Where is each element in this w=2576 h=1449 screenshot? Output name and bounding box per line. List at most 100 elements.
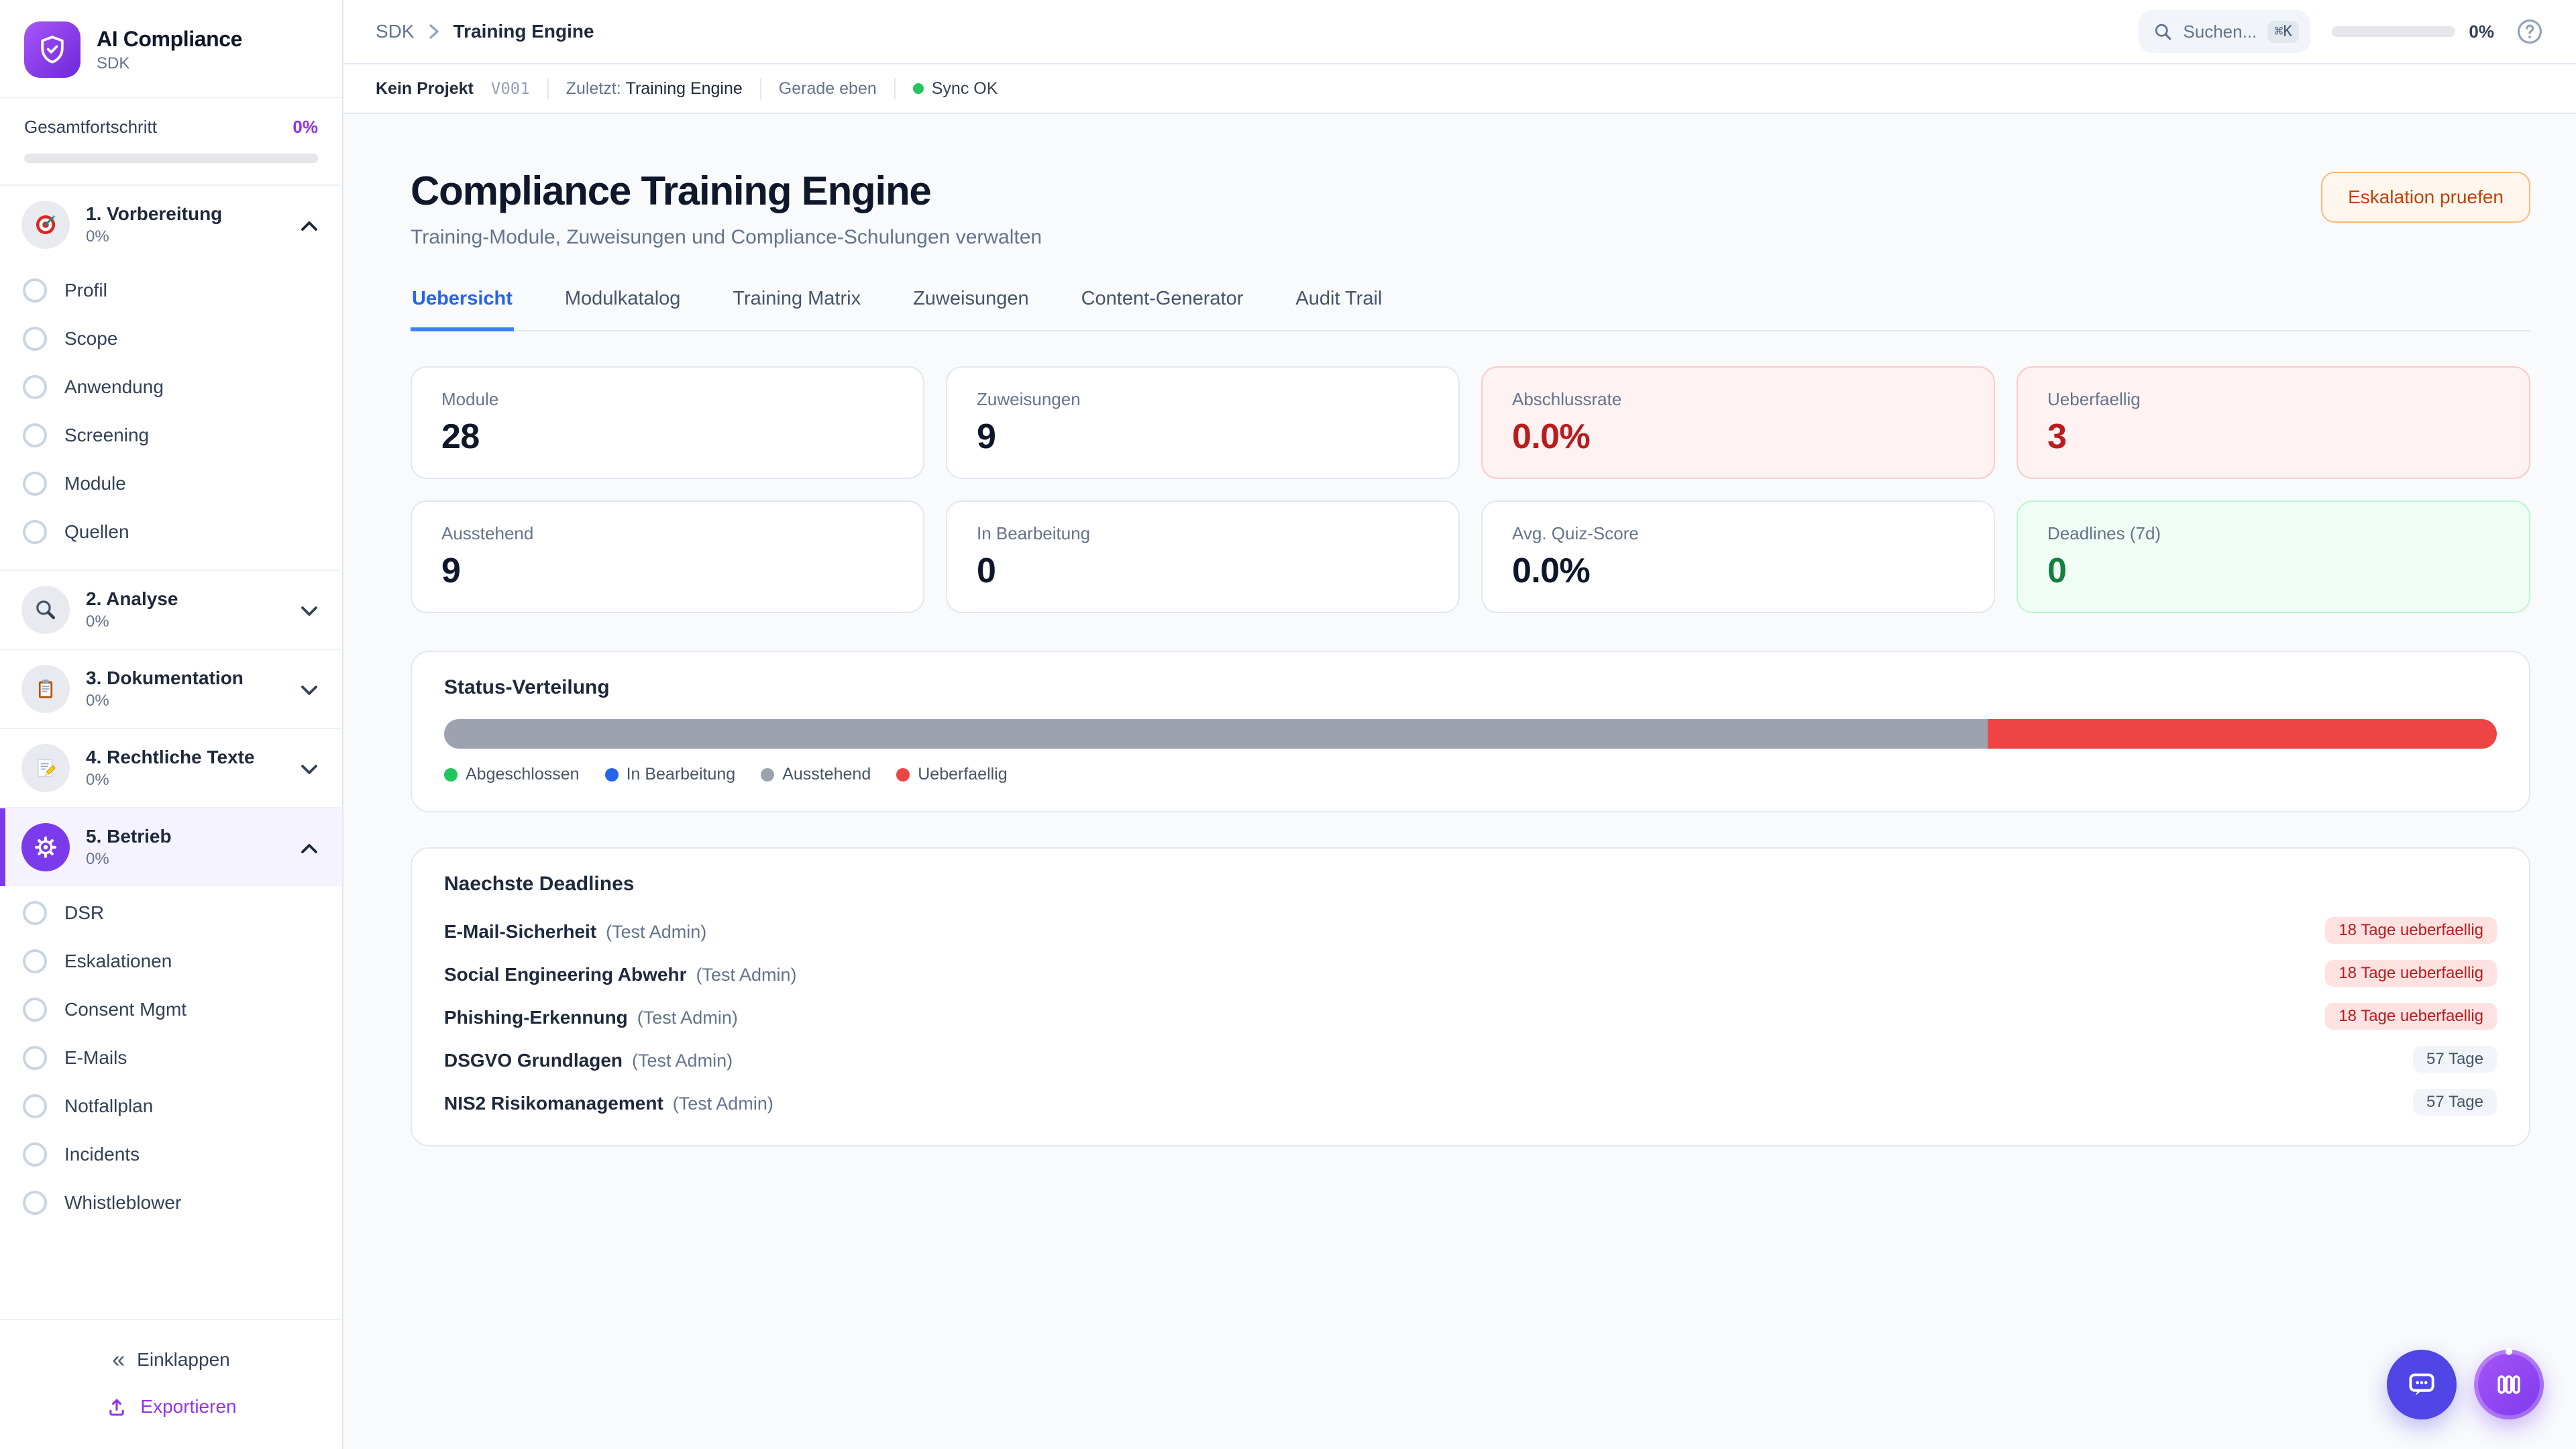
search-input[interactable]: Suchen... ⌘K [2139,10,2311,53]
deadline-row: Social Engineering Abwehr (Test Admin) 18 … [444,952,2497,995]
sidebar-item-label: Anwendung [64,376,164,397]
deadline-module-name: NIS2 Risikomanagement [444,1092,663,1114]
tab-training-matrix[interactable]: Training Matrix [733,288,861,309]
deadline-row: NIS2 Risikomanagement (Test Admin) 57 Tage [444,1081,2497,1124]
section-progress: 0% [86,850,109,868]
legend-item-abgeschlossen: Abgeschlossen [444,765,580,784]
sidebar-footer: « Einklappen Exportieren [0,1319,342,1449]
overall-progress-label: Gesamtfortschritt [24,117,157,137]
tab-bar: Uebersicht Modulkatalog Training Matrix Zuw… [411,282,2530,331]
sidebar-section-header-1[interactable]: 1. Vorbereitung 0% [0,186,342,264]
sidebar-item-scope[interactable]: Scope [0,315,342,363]
chat-assistant-button[interactable] [2387,1350,2457,1419]
legend-dot [761,767,775,782]
shield-check-icon [24,21,80,78]
gear-icon [21,823,70,871]
legend-label: Abgeschlossen [466,765,580,784]
sidebar-section-header-5[interactable]: 5. Betrieb 0% [0,808,342,886]
deadline-module-name: DSGVO Grundlagen [444,1049,623,1071]
sidebar: AI Compliance SDK Gesamtfortschritt 0% 1… [0,0,343,1449]
sidebar-item-notfallplan[interactable]: Notfallplan [0,1082,342,1130]
status-circle-icon [23,1094,47,1118]
sidebar-item-e-mails[interactable]: E-Mails [0,1034,342,1082]
stat-card-avg-quiz-score: Avg. Quiz-Score 0.0% [1481,500,1995,613]
status-circle-icon [23,949,47,973]
stat-value: 9 [441,551,461,590]
chat-bubble-icon [2405,1368,2438,1401]
stat-card-module: Module 28 [411,366,924,479]
legend-item-in-bearbeitung: In Bearbeitung [604,765,736,784]
sidebar-section-header-2[interactable]: 2. Analyse 0% [0,571,342,649]
deadlines-panel: Naechste Deadlines E-Mail-Sicherheit (Tes… [411,847,2530,1146]
section-title: 4. Rechtliche Texte [86,747,255,767]
header-progress-bar [2332,26,2456,37]
tab-uebersicht[interactable]: Uebersicht [411,282,514,331]
deadline-row: E-Mail-Sicherheit (Test Admin) 18 Tage ueb… [444,909,2497,952]
memo-icon [21,744,70,792]
sidebar-item-incidents[interactable]: Incidents [0,1130,342,1179]
export-button[interactable]: Exportieren [0,1383,342,1430]
sidebar-section-header-3[interactable]: 3. Dokumentation 0% [0,650,342,728]
legend-dot [896,767,910,782]
sidebar-item-module[interactable]: Module [0,460,342,508]
project-name: Kein Projekt [376,78,474,98]
stat-card-ueberfaellig: Ueberfaellig 3 [2017,366,2530,479]
legend-label: Ueberfaellig [918,765,1008,784]
breadcrumb-current: Training Engine [453,21,594,42]
sidebar-item-eskalationen[interactable]: Eskalationen [0,937,342,985]
sidebar-item-anwendung[interactable]: Anwendung [0,363,342,411]
stat-value: 0.0% [1512,417,1591,456]
sidebar-item-label: E-Mails [64,1047,127,1068]
tab-content-generator[interactable]: Content-Generator [1081,288,1244,309]
status-distribution-panel: Status-Verteilung Abgeschlossen In Bearbe… [411,651,2530,812]
check-escalation-button[interactable]: Eskalation pruefen [2321,172,2530,223]
stat-label: Ueberfaellig [2047,389,2141,409]
section-title: 3. Dokumentation [86,667,244,688]
deadline-row: DSGVO Grundlagen (Test Admin) 57 Tage [444,1038,2497,1081]
sidebar-item-profil[interactable]: Profil [0,266,342,315]
chevron-down-icon [301,677,318,702]
app-logo-block: AI Compliance SDK [0,0,342,97]
chevron-right-icon [428,23,440,40]
breadcrumb-root[interactable]: SDK [376,21,415,42]
help-button[interactable] [2516,17,2544,46]
section-progress: 0% [86,692,109,710]
sidebar-section: 5. Betrieb 0% DSR Eskalationen Consent Mgmt E… [0,807,342,1240]
tab-modulkatalog[interactable]: Modulkatalog [564,288,681,309]
sidebar-item-whistleblower[interactable]: Whistleblower [0,1179,342,1227]
layout-columns-button[interactable] [2474,1350,2544,1419]
tab-zuweisungen[interactable]: Zuweisungen [913,288,1029,309]
chevron-down-icon [301,598,318,623]
sidebar-item-dsr[interactable]: DSR [0,889,342,937]
app-subtitle: SDK [97,54,130,72]
target-icon [21,201,70,249]
stat-label: In Bearbeitung [977,523,1091,543]
sidebar-item-quellen[interactable]: Quellen [0,508,342,556]
sidebar-item-screening[interactable]: Screening [0,411,342,460]
deadline-assignee: (Test Admin) [696,964,797,985]
overall-progress-bar [24,154,318,163]
legend-label: In Bearbeitung [626,765,736,784]
chevron-down-icon [301,756,318,781]
collapse-icon: « [112,1347,125,1373]
top-header: SDK Training Engine Suchen... ⌘K 0% [343,0,2576,64]
collapse-sidebar-button[interactable]: « Einklappen [0,1336,342,1383]
sidebar-item-label: Consent Mgmt [64,999,187,1020]
search-placeholder: Suchen... [2183,21,2257,42]
sidebar-item-label: Quellen [64,521,129,542]
last-value: Training Engine [625,78,743,98]
status-circle-icon [23,1046,47,1070]
status-distribution-title: Status-Verteilung [444,676,610,698]
section-items: DSR Eskalationen Consent Mgmt E-Mails Notfal… [0,886,342,1240]
sidebar-section-header-4[interactable]: 4. Rechtliche Texte 0% [0,729,342,807]
stat-value: 0.0% [1512,551,1591,590]
distribution-segment-ausstehend [444,719,1988,749]
deadline-badge: 18 Tage ueberfaellig [2325,1003,2497,1030]
deadline-row: Phishing-Erkennung (Test Admin) 18 Tage ue… [444,995,2497,1038]
tab-audit-trail[interactable]: Audit Trail [1295,288,1383,309]
last-label: Zuletzt: [566,78,621,98]
sidebar-item-consent-mgmt[interactable]: Consent Mgmt [0,985,342,1034]
status-circle-icon [23,1191,47,1215]
deadline-module-name: E-Mail-Sicherheit [444,920,597,942]
deadline-badge: 57 Tage [2413,1046,2497,1073]
